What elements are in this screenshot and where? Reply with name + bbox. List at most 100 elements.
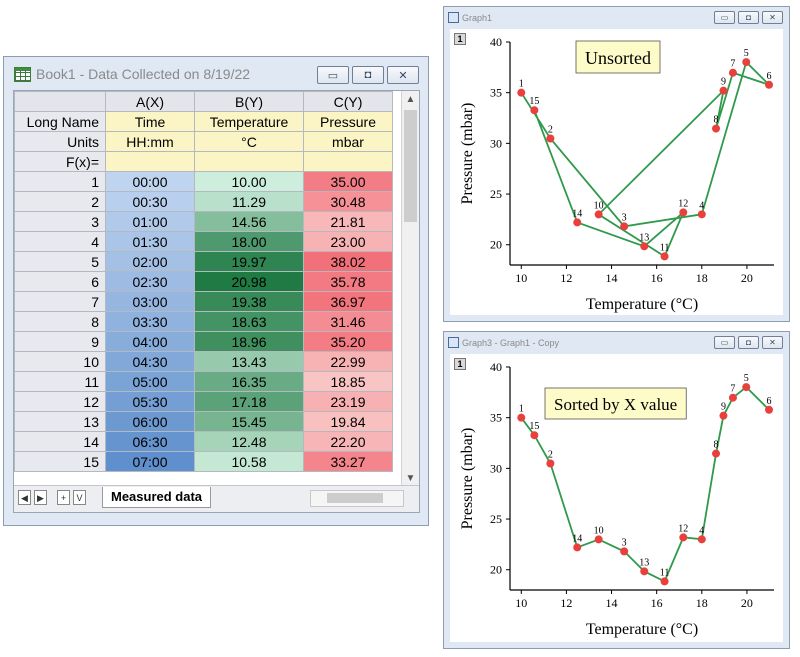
close-button[interactable]: ✕	[762, 336, 783, 349]
temperature-cell[interactable]: 18.63	[194, 311, 304, 332]
minimize-button[interactable]: ▭	[317, 66, 349, 84]
next-sheet-button[interactable]: ▶	[34, 490, 47, 505]
meta-cell[interactable]: Time	[105, 111, 195, 132]
time-cell[interactable]: 06:00	[105, 411, 195, 432]
time-cell[interactable]: 04:00	[105, 331, 195, 352]
row-number[interactable]: 13	[14, 411, 106, 432]
meta-cell[interactable]	[303, 151, 393, 172]
time-cell[interactable]: 07:00	[105, 451, 195, 472]
vertical-scrollbar[interactable]: ▲ ▼	[401, 91, 419, 487]
row-number[interactable]: 1	[14, 171, 106, 192]
add-sheet-button[interactable]: +	[57, 490, 70, 505]
time-cell[interactable]: 02:30	[105, 271, 195, 292]
temperature-cell[interactable]: 17.18	[194, 391, 304, 412]
row-number[interactable]: 12	[14, 391, 106, 412]
temperature-cell[interactable]: 11.29	[194, 191, 304, 212]
temperature-cell[interactable]: 15.45	[194, 411, 304, 432]
temperature-cell[interactable]: 10.00	[194, 171, 304, 192]
sheet-tab-measured-data[interactable]: Measured data	[102, 487, 212, 508]
row-number[interactable]: 14	[14, 431, 106, 452]
row-label[interactable]: F(x)=	[14, 151, 106, 172]
row-number[interactable]: 6	[14, 271, 106, 292]
graph1-titlebar[interactable]: Graph1 ▭ ◘ ✕	[444, 7, 789, 29]
time-cell[interactable]: 05:00	[105, 371, 195, 392]
time-cell[interactable]: 00:00	[105, 171, 195, 192]
row-number[interactable]: 3	[14, 211, 106, 232]
temperature-cell[interactable]: 13.43	[194, 351, 304, 372]
row-number[interactable]: 2	[14, 191, 106, 212]
pressure-cell[interactable]: 30.48	[303, 191, 393, 212]
layer-badge[interactable]: 1	[454, 358, 466, 370]
close-button[interactable]: ✕	[762, 11, 783, 24]
time-cell[interactable]: 02:00	[105, 251, 195, 272]
meta-cell[interactable]: HH:mm	[105, 131, 195, 152]
row-number[interactable]: 5	[14, 251, 106, 272]
chart-title-box[interactable]: Unsorted	[575, 40, 661, 74]
temperature-cell[interactable]: 16.35	[194, 371, 304, 392]
time-cell[interactable]: 05:30	[105, 391, 195, 412]
pressure-cell[interactable]: 21.81	[303, 211, 393, 232]
pressure-cell[interactable]: 22.99	[303, 351, 393, 372]
pressure-cell[interactable]: 38.02	[303, 251, 393, 272]
book-titlebar[interactable]: Book1 - Data Collected on 8/19/22 ▭ ◘ ✕	[4, 57, 428, 91]
meta-cell[interactable]	[105, 151, 195, 172]
scroll-down-icon[interactable]: ▼	[405, 473, 416, 484]
column-header-a[interactable]: A(X)	[105, 91, 195, 112]
pressure-cell[interactable]: 19.84	[303, 411, 393, 432]
column-header-c[interactable]: C(Y)	[303, 91, 393, 112]
temperature-cell[interactable]: 18.00	[194, 231, 304, 252]
meta-cell[interactable]: Temperature	[194, 111, 304, 132]
pressure-cell[interactable]: 33.27	[303, 451, 393, 472]
time-cell[interactable]: 03:30	[105, 311, 195, 332]
temperature-cell[interactable]: 19.38	[194, 291, 304, 312]
pressure-cell[interactable]: 23.19	[303, 391, 393, 412]
row-number[interactable]: 7	[14, 291, 106, 312]
time-cell[interactable]: 01:30	[105, 231, 195, 252]
temperature-cell[interactable]: 12.48	[194, 431, 304, 452]
horizontal-scrollbar[interactable]	[310, 490, 404, 507]
pressure-cell[interactable]: 22.20	[303, 431, 393, 452]
meta-cell[interactable]	[194, 151, 304, 172]
scroll-up-icon[interactable]: ▲	[405, 94, 416, 105]
layer-badge[interactable]: 1	[454, 33, 466, 45]
pressure-cell[interactable]: 18.85	[303, 371, 393, 392]
temperature-cell[interactable]: 18.96	[194, 331, 304, 352]
time-cell[interactable]: 06:30	[105, 431, 195, 452]
temperature-cell[interactable]: 20.98	[194, 271, 304, 292]
temperature-cell[interactable]: 14.56	[194, 211, 304, 232]
restore-button[interactable]: ◘	[738, 336, 759, 349]
meta-cell[interactable]: °C	[194, 131, 304, 152]
row-number[interactable]: 10	[14, 351, 106, 372]
column-header-b[interactable]: B(Y)	[194, 91, 304, 112]
restore-button[interactable]: ◘	[352, 66, 384, 84]
scroll-thumb[interactable]	[404, 110, 417, 222]
meta-cell[interactable]: Pressure	[303, 111, 393, 132]
row-number[interactable]: 11	[14, 371, 106, 392]
pressure-cell[interactable]: 36.97	[303, 291, 393, 312]
pressure-cell[interactable]: 31.46	[303, 311, 393, 332]
minimize-button[interactable]: ▭	[714, 11, 735, 24]
close-button[interactable]: ✕	[387, 66, 419, 84]
time-cell[interactable]: 00:30	[105, 191, 195, 212]
row-label[interactable]: Long Name	[14, 111, 106, 132]
time-cell[interactable]: 03:00	[105, 291, 195, 312]
row-number[interactable]: 9	[14, 331, 106, 352]
horizontal-scroll-thumb[interactable]	[327, 493, 383, 503]
sheet-list-button[interactable]: V	[73, 490, 86, 505]
restore-button[interactable]: ◘	[738, 11, 759, 24]
time-cell[interactable]: 04:30	[105, 351, 195, 372]
chart-title-box[interactable]: Sorted by X value	[544, 387, 687, 420]
first-sheet-button[interactable]: ◀	[18, 490, 31, 505]
row-number[interactable]: 4	[14, 231, 106, 252]
pressure-cell[interactable]: 35.78	[303, 271, 393, 292]
temperature-cell[interactable]: 10.58	[194, 451, 304, 472]
graph3-titlebar[interactable]: Graph3 - Graph1 - Copy ▭ ◘ ✕	[444, 332, 789, 354]
pressure-cell[interactable]: 35.20	[303, 331, 393, 352]
temperature-cell[interactable]: 19.97	[194, 251, 304, 272]
pressure-cell[interactable]: 35.00	[303, 171, 393, 192]
meta-cell[interactable]: mbar	[303, 131, 393, 152]
row-number[interactable]: 15	[14, 451, 106, 472]
corner-cell[interactable]	[14, 91, 106, 112]
row-number[interactable]: 8	[14, 311, 106, 332]
pressure-cell[interactable]: 23.00	[303, 231, 393, 252]
